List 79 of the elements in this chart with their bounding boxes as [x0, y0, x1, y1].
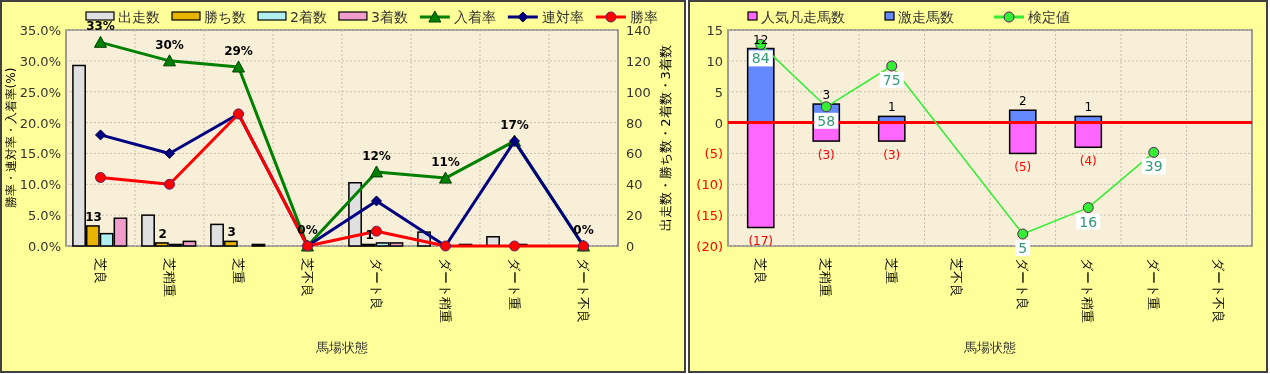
data-label: 13 — [85, 209, 102, 224]
data-label: (5) — [1014, 160, 1032, 175]
data-label: 1 — [887, 100, 896, 115]
data-label: (3) — [817, 148, 835, 163]
y-tick-label: 0.0% — [27, 239, 61, 254]
data-label: 30% — [155, 37, 184, 52]
y2-axis-title: 出走数・勝ち数・2着数・3着数 — [658, 45, 673, 231]
legend-label: 勝ち数 — [204, 9, 246, 25]
y-tick-label: (15) — [696, 208, 723, 224]
x-tick-label: ダート稍重 — [437, 258, 453, 323]
x-tick-label: 芝不良 — [299, 258, 315, 297]
data-label: 84 — [751, 50, 770, 67]
data-label: 12% — [362, 148, 391, 163]
y-tick-label: 10.0% — [19, 177, 61, 193]
legend-label: 検定値 — [1028, 9, 1070, 25]
y-tick-label: 15 — [706, 23, 723, 38]
data-label: 39 — [1144, 158, 1163, 175]
y-tick-label: 20.0% — [19, 115, 61, 131]
y2-tick-label: 80 — [626, 115, 643, 131]
legend-label: 連対率 — [541, 9, 584, 25]
y2-tick-label: 20 — [626, 208, 643, 224]
legend-label: 入着率 — [453, 9, 496, 25]
y2-tick-label: 140 — [626, 23, 651, 38]
data-label: 29% — [224, 44, 253, 59]
x-tick-label: 芝良 — [752, 258, 768, 284]
legend-label: 勝率 — [629, 9, 658, 25]
data-label: 3 — [822, 88, 831, 103]
x-tick-label: 芝稍重 — [161, 258, 177, 297]
data-label: (4) — [1079, 154, 1097, 169]
x-tick-label: 芝重 — [230, 258, 246, 284]
x-tick-label: ダート良 — [1014, 258, 1030, 310]
data-label: 0% — [573, 223, 594, 237]
y-tick-label: (5) — [704, 146, 723, 162]
x-tick-label: 芝不良 — [949, 258, 965, 297]
x-axis-title: 馬場状態 — [315, 340, 368, 355]
y-tick-label: (10) — [696, 177, 723, 193]
y2-tick-label: 0 — [626, 239, 635, 254]
data-label: 2 — [1018, 94, 1027, 109]
data-label: 16 — [1079, 213, 1098, 230]
y2-tick-label: 40 — [626, 177, 643, 193]
data-label: 3 — [227, 225, 236, 240]
y2-tick-label: 120 — [626, 53, 651, 69]
x-tick-label: 芝良 — [92, 258, 108, 284]
y-tick-label: 5 — [714, 84, 723, 100]
y-axis-title: 勝率・連対率・入着率(%) — [4, 67, 18, 209]
data-label: 11% — [431, 155, 460, 170]
y-tick-label: (20) — [696, 239, 723, 254]
legend-label: 2着数 — [290, 9, 327, 25]
legend-label: 出走数 — [118, 9, 160, 25]
legend-label: 3着数 — [370, 9, 408, 25]
y-tick-label: 0 — [714, 115, 723, 131]
x-axis-title: 馬場状態 — [963, 340, 1016, 355]
legend-label: 人気凡走馬数 — [761, 9, 845, 25]
y-tick-label: 25.0% — [19, 84, 61, 100]
x-tick-label: ダート良 — [368, 258, 384, 310]
x-tick-label: ダート不良 — [575, 258, 591, 323]
data-label: 5 — [1018, 240, 1028, 256]
data-label: 33% — [86, 19, 115, 34]
x-tick-label: 芝稍重 — [818, 258, 834, 297]
y-tick-label: 35.0% — [19, 23, 61, 38]
y-tick-label: 30.0% — [19, 53, 61, 69]
x-tick-label: ダート重 — [1145, 258, 1161, 310]
data-label: 58 — [817, 112, 836, 129]
x-tick-label: 芝重 — [883, 258, 899, 284]
x-tick-label: ダート重 — [506, 258, 522, 310]
data-label: (3) — [883, 148, 901, 163]
x-tick-label: ダート不良 — [1211, 258, 1227, 323]
data-label: 2 — [158, 226, 167, 241]
legend-label: 激走馬数 — [898, 9, 954, 25]
y-tick-label: 10 — [706, 53, 723, 69]
y2-tick-label: 100 — [626, 84, 651, 100]
data-label: 75 — [882, 72, 901, 88]
y2-tick-label: 60 — [626, 146, 643, 162]
data-label: (17) — [748, 234, 774, 249]
data-label: 17% — [500, 118, 529, 133]
x-tick-label: ダート稍重 — [1080, 258, 1096, 323]
y-tick-label: 15.0% — [19, 146, 61, 162]
y-tick-label: 5.0% — [27, 208, 61, 224]
data-label: 1 — [1084, 100, 1093, 115]
